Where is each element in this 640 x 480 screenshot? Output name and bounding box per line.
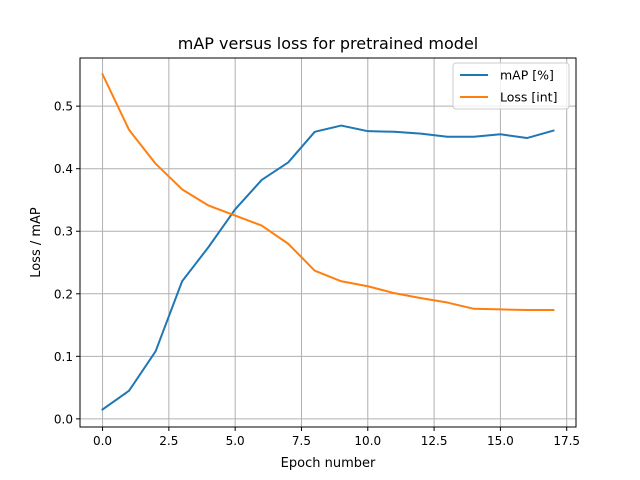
x-tick-label: 5.0 [226, 434, 245, 448]
data-point-loss [208, 205, 210, 207]
data-point-loss [181, 188, 183, 190]
data-point-loss [128, 129, 130, 131]
y-tick-label: 0.0 [54, 412, 73, 426]
y-axis-label: Loss / mAP [29, 207, 44, 278]
grid-lines [80, 58, 576, 427]
y-tick-label: 0.4 [54, 162, 73, 176]
data-point-loss [314, 270, 316, 272]
data-point-loss [261, 225, 263, 227]
data-point-loss [155, 163, 157, 165]
series-line-loss [101, 72, 555, 312]
data-point-map [340, 125, 342, 127]
data-point-map [446, 136, 448, 138]
legend-label-loss: Loss [int] [500, 90, 557, 105]
data-point-loss [340, 280, 342, 282]
data-point-loss [102, 73, 104, 75]
plot-frame [79, 57, 577, 428]
data-point-loss [420, 297, 422, 299]
data-point-map [499, 133, 501, 135]
data-point-map [261, 179, 263, 181]
y-tick-label: 0.1 [54, 350, 73, 364]
data-point-map [552, 130, 554, 132]
data-point-map [367, 130, 369, 132]
x-tick-label: 7.5 [292, 434, 311, 448]
data-point-map [128, 390, 130, 392]
x-axis-label: Epoch number [281, 456, 376, 471]
x-tick-label: 17.5 [553, 434, 580, 448]
data-point-loss [446, 302, 448, 304]
data-point-map [155, 350, 157, 352]
x-tick-label: 12.5 [421, 434, 448, 448]
data-point-map [208, 246, 210, 248]
data-point-loss [393, 292, 395, 294]
series-layer [101, 72, 555, 411]
data-point-map [526, 137, 528, 139]
y-tick-label: 0.2 [54, 287, 73, 301]
legend: mAP [%] Loss [int] [452, 62, 570, 110]
y-tick-label: 0.3 [54, 225, 73, 239]
series-line-map [101, 124, 555, 411]
data-point-map [102, 408, 104, 410]
y-tick-label: 0.5 [54, 100, 73, 114]
data-point-loss [526, 309, 528, 311]
data-point-map [314, 131, 316, 133]
chart-title: mAP versus loss for pretrained model [178, 34, 479, 53]
x-axis-ticks: 0.0 2.5 5.0 7.5 10.0 12.5 15.0 17.5 [93, 427, 580, 448]
data-point-loss [287, 243, 289, 245]
x-tick-label: 10.0 [354, 434, 381, 448]
data-point-map [393, 131, 395, 133]
x-tick-label: 0.0 [93, 434, 112, 448]
data-point-loss [473, 308, 475, 310]
x-tick-label: 15.0 [487, 434, 514, 448]
x-tick-label: 2.5 [159, 434, 178, 448]
data-point-loss [499, 308, 501, 310]
data-point-map [181, 280, 183, 282]
data-point-map [234, 208, 236, 210]
data-point-map [473, 136, 475, 138]
data-point-map [420, 133, 422, 135]
data-point-loss [234, 215, 236, 217]
data-point-map [287, 161, 289, 163]
y-axis-ticks: 0.0 0.1 0.2 0.3 0.4 0.5 [54, 100, 80, 426]
data-point-loss [552, 309, 554, 311]
legend-label-map: mAP [%] [500, 68, 554, 83]
data-point-loss [367, 285, 369, 287]
